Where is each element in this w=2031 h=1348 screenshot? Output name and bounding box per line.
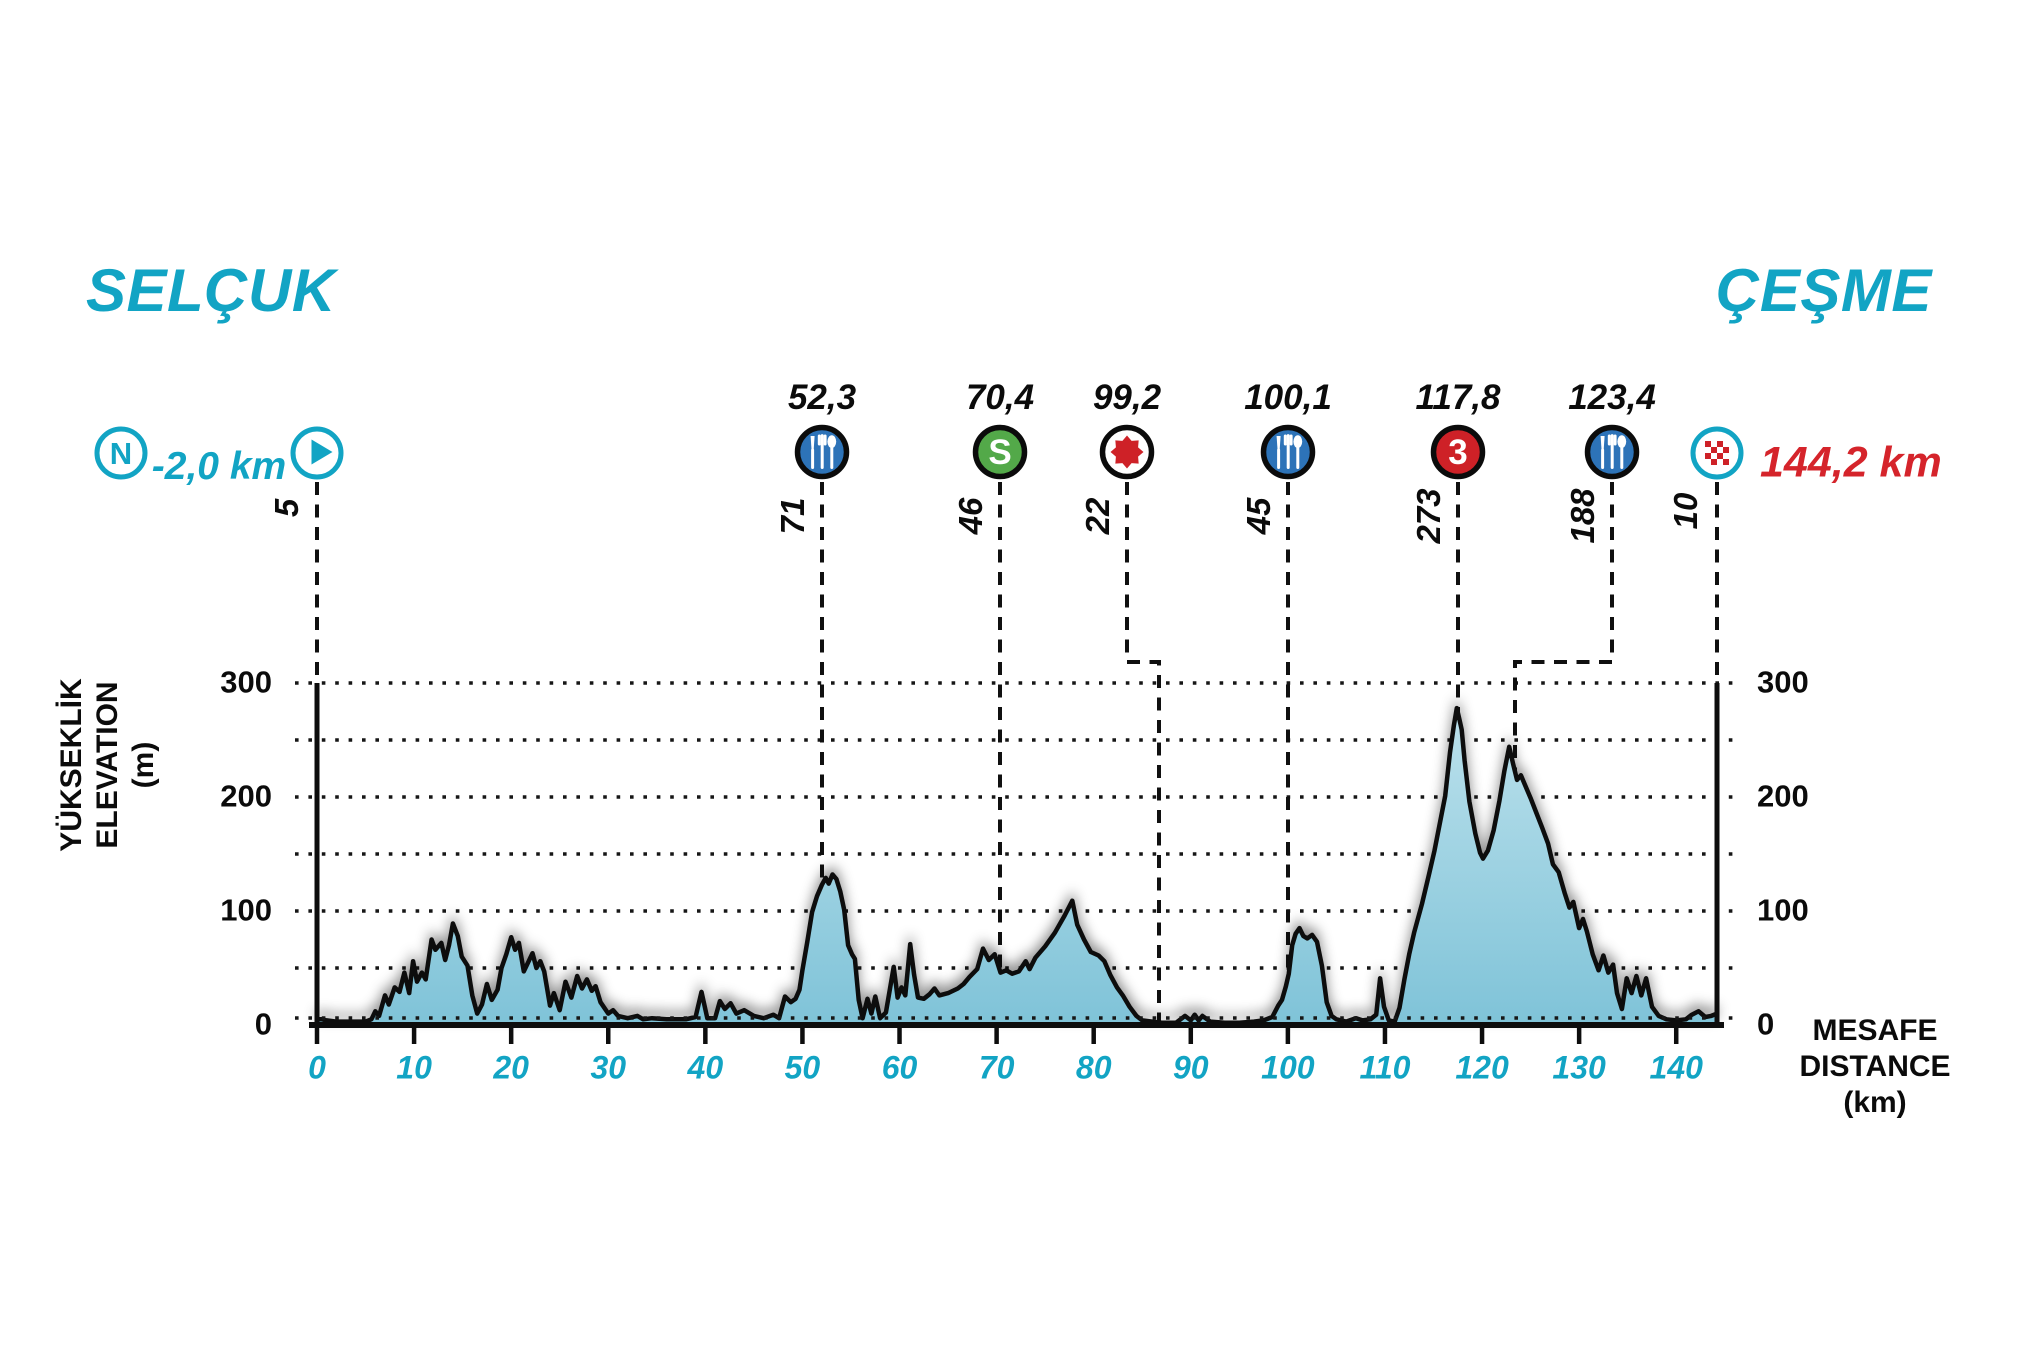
y-axis-title: YÜKSEKLİK ELEVATION (m) (54, 585, 172, 945)
x-tick-label-140: 140 (1649, 1049, 1703, 1086)
x-tick-label-90: 90 (1172, 1049, 1209, 1086)
waypoint-elevation-label: 188 (1564, 488, 1601, 544)
waypoint-elevation-label: 45 (1240, 497, 1277, 535)
y-axis-label-right-300: 300 (1757, 664, 1809, 700)
x-tick-label-80: 80 (1075, 1049, 1112, 1086)
start-city-label: SELÇUK (86, 257, 336, 324)
finish-checkered-flag-icon (1690, 426, 1744, 480)
y-axis-title-line: (m) (127, 741, 160, 789)
x-axis-title-line: DISTANCE (1799, 1050, 1951, 1083)
x-axis-title-line: (km) (1843, 1086, 1907, 1119)
y-axis-label-left-300: 300 (220, 664, 272, 700)
x-tick-label-20: 20 (493, 1049, 529, 1086)
x-axis-title: MESAFE DISTANCE (km) (1784, 1013, 1966, 1121)
feed-zone-icon (794, 424, 850, 480)
y-axis-label-right-200: 200 (1757, 778, 1809, 814)
waypoint-km-label: 70,4 (965, 378, 1035, 417)
y-axis-label-left-200: 200 (220, 778, 272, 814)
x-tick-label-100: 100 (1261, 1049, 1315, 1086)
profile-outline (314, 705, 1720, 1025)
star-sprint-icon (1099, 424, 1155, 480)
x-tick-label-120: 120 (1455, 1049, 1509, 1086)
finish-elevation-label: 10 (1667, 492, 1704, 530)
y-axis-title-line: YÜKSEKLİK (55, 678, 88, 852)
waypoint-elevation-label: 273 (1410, 488, 1447, 544)
finish-city-label: ÇEŞME (1716, 257, 1932, 324)
category-3-climb-icon: 3 (1430, 424, 1486, 480)
race-start-play-icon (290, 426, 344, 480)
feed-zone-icon (1260, 424, 1316, 480)
feed-zone-icon (1584, 424, 1640, 480)
x-tick-label-30: 30 (590, 1049, 627, 1086)
waypoint-km-label: 100,1 (1244, 378, 1332, 417)
y-axis-label-left-100: 100 (220, 892, 272, 928)
waypoint-elevation-label: 46 (952, 497, 989, 535)
x-axis-title-line: MESAFE (1812, 1014, 1938, 1047)
finish-distance-label: 144,2 km (1760, 438, 1942, 487)
x-tick-label-130: 130 (1552, 1049, 1606, 1086)
x-tick-label-10: 10 (396, 1049, 432, 1086)
x-tick-label-40: 40 (687, 1049, 724, 1086)
start-elevation-label: 5 (268, 498, 305, 518)
neutral-n-glyph: N (110, 436, 132, 471)
waypoint-line-99,2 (1125, 482, 1161, 1022)
profile-fill (317, 708, 1717, 1025)
x-tick-label-0: 0 (308, 1049, 326, 1086)
y-axis-label-left-0: 0 (254, 1006, 272, 1042)
x-tick-label-60: 60 (881, 1049, 918, 1086)
waypoint-elevation-label: 22 (1079, 497, 1116, 535)
elevation-profile-area (314, 705, 1720, 1025)
climb-category-glyph: 3 (1448, 433, 1467, 472)
neutral-start-icon: N (94, 426, 148, 480)
waypoint-km-label: 99,2 (1092, 378, 1162, 417)
y-axis-label-right-0: 0 (1757, 1006, 1775, 1042)
x-tick-label-50: 50 (784, 1049, 821, 1086)
neutral-distance-label: -2,0 km (151, 445, 287, 488)
sprint-icon: S (972, 424, 1028, 480)
x-tick-label-110: 110 (1359, 1049, 1411, 1086)
y-axis-title-line: ELEVATION (91, 681, 124, 849)
waypoint-km-label: 123,4 (1568, 378, 1656, 417)
sprint-s-glyph: S (988, 433, 1011, 472)
waypoint-elevation-label: 71 (774, 497, 811, 535)
waypoint-km-label: 52,3 (787, 378, 857, 417)
y-axis-label-right-100: 100 (1757, 892, 1809, 928)
waypoint-km-label: 117,8 (1415, 378, 1501, 417)
x-tick-label-70: 70 (978, 1049, 1015, 1086)
